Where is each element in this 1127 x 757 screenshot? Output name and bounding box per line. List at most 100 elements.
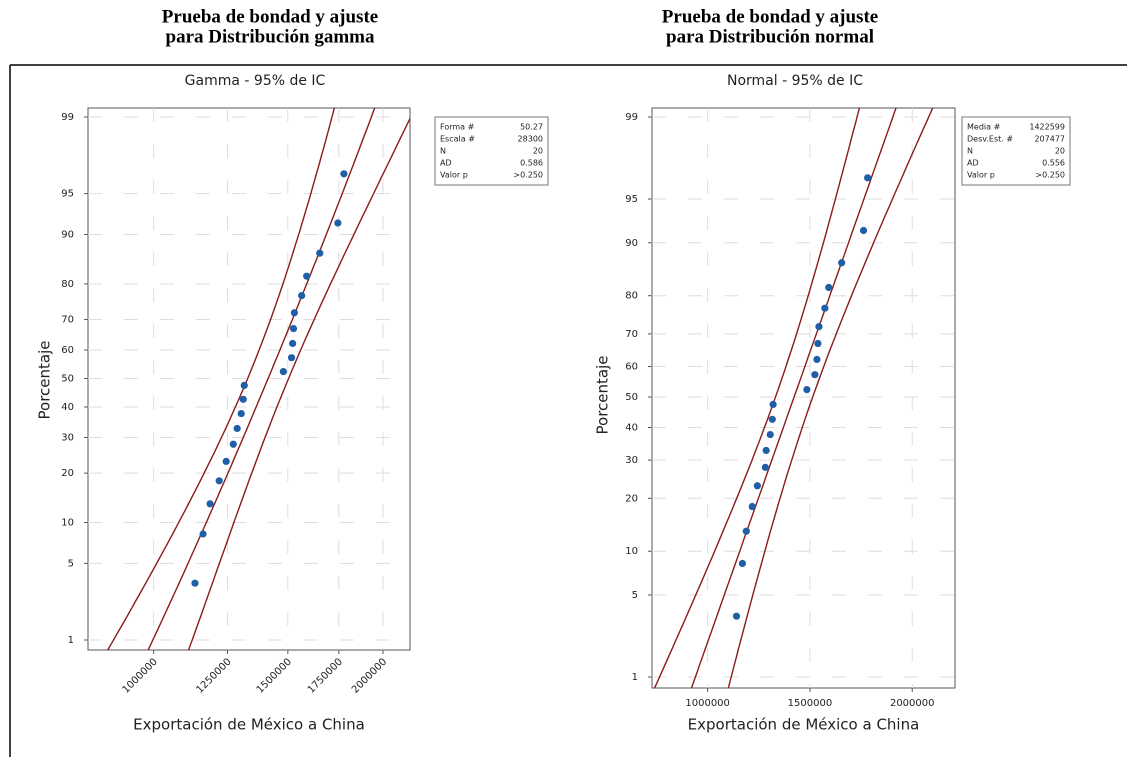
stat-label: Desv.Est. #: [967, 135, 1013, 144]
data-point: [287, 354, 296, 362]
data-point: [742, 527, 750, 535]
data-point: [768, 415, 776, 423]
stat-value: >0.250: [1035, 171, 1065, 180]
data-point: [334, 219, 342, 227]
stat-value: 1422599: [1029, 123, 1065, 132]
stat-label: Valor p: [440, 171, 468, 180]
x-tick-label: 2000000: [890, 698, 935, 709]
data-point: [206, 500, 214, 508]
x-tick-label: 1750000: [306, 656, 345, 695]
confidence-band: [187, 116, 410, 650]
x-tick-label: 1500000: [255, 656, 294, 695]
stat-label: Forma #: [440, 123, 475, 132]
data-point: [233, 424, 241, 433]
data-point: [813, 355, 821, 364]
data-point: [298, 291, 306, 300]
stats-box: [961, 116, 1071, 186]
data-point: [803, 386, 811, 394]
x-tick-label: 1250000: [194, 656, 233, 695]
data-point: [316, 249, 324, 257]
data-point: [279, 367, 287, 376]
fit-line: [690, 108, 897, 688]
data-point: [738, 559, 747, 568]
y-tick-label: 50: [61, 374, 74, 385]
y-tick-label: 5: [68, 558, 74, 569]
x-tick-label: 1000000: [685, 698, 730, 709]
y-tick-label: 60: [61, 345, 74, 356]
x-axis-label: Exportación de México a China: [688, 716, 920, 734]
stat-value: 0.586: [520, 159, 543, 168]
y-tick-label: 60: [625, 362, 638, 373]
y-tick-label: 20: [61, 468, 74, 479]
y-tick-label: 99: [61, 112, 74, 123]
data-point: [240, 381, 248, 390]
stat-value: 50.27: [520, 123, 543, 132]
stat-label: Escala #: [440, 135, 475, 144]
data-point: [239, 395, 247, 403]
confidence-band: [653, 108, 861, 688]
y-tick-label: 10: [625, 546, 638, 557]
y-tick-label: 70: [61, 315, 74, 326]
y-tick-label: 90: [625, 238, 638, 249]
data-point: [761, 463, 769, 471]
y-tick-label: 1: [68, 635, 74, 646]
data-point: [732, 612, 741, 620]
stat-label: N: [440, 147, 446, 156]
stat-value: 207477: [1034, 135, 1065, 144]
data-point: [340, 170, 348, 178]
stats-box: [434, 116, 549, 186]
x-tick-label: 1500000: [788, 698, 833, 709]
y-tick-label: 95: [625, 194, 638, 205]
y-tick-label: 20: [625, 493, 638, 504]
y-tick-label: 80: [61, 279, 74, 290]
chart-title: Normal - 95% de IC: [727, 73, 863, 89]
data-point: [762, 446, 770, 455]
caption: Prueba de bondad y ajuste: [662, 6, 878, 27]
x-tick-label: 2000000: [350, 656, 389, 695]
data-point: [303, 272, 311, 280]
fit-line: [147, 108, 376, 650]
stat-label: AD: [967, 159, 979, 168]
data-point: [237, 409, 245, 418]
data-point: [290, 309, 298, 317]
y-tick-label: 40: [625, 422, 638, 433]
y-tick-label: 30: [625, 455, 638, 466]
x-axis-label: Exportación de México a China: [133, 716, 365, 734]
y-tick-label: 90: [61, 229, 74, 240]
stat-value: >0.250: [513, 171, 543, 180]
data-point: [289, 324, 298, 333]
caption: para Distribución normal: [666, 26, 874, 47]
chart-title: Gamma - 95% de IC: [185, 73, 326, 89]
data-point: [814, 339, 822, 348]
data-point: [766, 430, 774, 439]
data-point: [769, 400, 777, 408]
plot-area: [651, 107, 956, 689]
confidence-band: [106, 108, 336, 650]
stat-label: N: [967, 147, 973, 156]
stat-label: AD: [440, 159, 452, 168]
y-tick-label: 40: [61, 402, 74, 413]
y-tick-label: 99: [625, 112, 638, 123]
data-point: [859, 226, 868, 235]
y-axis-label: Porcentaje: [36, 341, 54, 420]
y-tick-label: 50: [625, 392, 638, 403]
y-tick-label: 95: [61, 189, 74, 200]
data-point: [191, 579, 199, 587]
data-point: [821, 304, 829, 312]
stat-label: Media #: [967, 123, 1001, 132]
data-point: [815, 323, 823, 331]
data-point: [229, 440, 237, 448]
data-point: [811, 371, 819, 379]
y-tick-label: 10: [61, 518, 74, 529]
data-point: [838, 259, 846, 267]
y-tick-label: 1: [632, 672, 638, 683]
confidence-band: [727, 108, 934, 688]
y-tick-label: 30: [61, 432, 74, 443]
caption: para Distribución gamma: [166, 26, 376, 47]
stat-value: 20: [533, 147, 543, 156]
data-point: [215, 477, 223, 485]
data-point: [864, 174, 872, 182]
caption: Prueba de bondad y ajuste: [162, 6, 378, 27]
y-tick-label: 80: [625, 291, 638, 302]
